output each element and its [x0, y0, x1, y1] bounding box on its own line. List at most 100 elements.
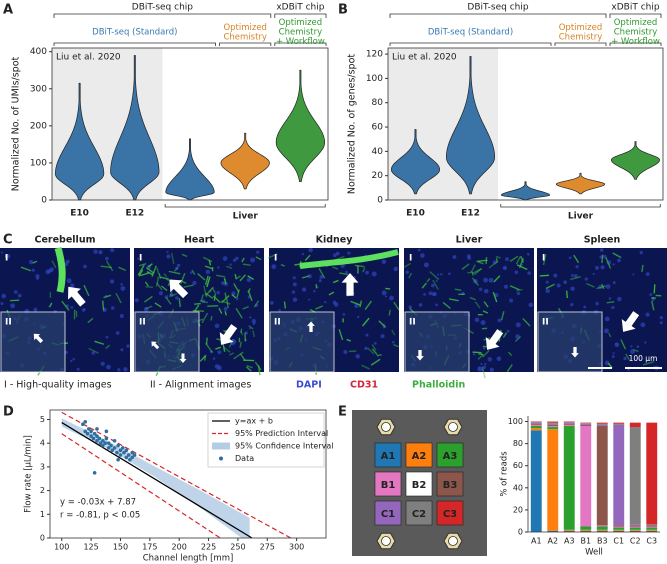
marker: I [542, 254, 545, 264]
bar-segment [530, 421, 542, 423]
nucleus [82, 308, 86, 311]
fiber [370, 358, 381, 366]
bar-segment [646, 526, 658, 528]
well [436, 500, 464, 526]
nucleus [472, 353, 476, 356]
legend-label: Data [235, 454, 254, 463]
bar-segment [613, 424, 625, 526]
nucleus [408, 305, 413, 309]
nucleus [106, 364, 111, 370]
fiber [509, 285, 520, 291]
fiber [241, 257, 245, 263]
x-tick-label: 275 [260, 543, 275, 552]
nucleus [484, 362, 487, 366]
fiber [294, 263, 301, 266]
fiber [539, 274, 550, 277]
arrow [169, 279, 189, 299]
well [436, 442, 464, 468]
fiber [612, 252, 622, 259]
x-tick-label: 300 [289, 543, 304, 552]
nucleus [292, 297, 298, 302]
bar-segment [580, 425, 592, 527]
fiber [252, 330, 256, 338]
inset [537, 311, 603, 373]
image-title: Spleen [584, 235, 621, 246]
nucleus [120, 286, 126, 291]
violin [110, 55, 160, 201]
scale-label: 100 μm [629, 354, 658, 363]
fiber [226, 265, 233, 269]
nucleus [249, 327, 252, 330]
fiber [432, 279, 439, 290]
fiber [224, 311, 228, 316]
bar-segment [580, 422, 592, 424]
nucleus [216, 290, 220, 295]
fiber [633, 348, 639, 353]
fiber [155, 276, 160, 287]
nucleus [120, 283, 123, 286]
nucleus [292, 276, 296, 280]
fiber [421, 282, 427, 289]
fiber [596, 285, 606, 290]
bar-segment [613, 530, 625, 532]
bar-segment [629, 529, 641, 531]
arrow [416, 350, 424, 361]
nucleus [563, 280, 568, 285]
y-tick-label: 0 [377, 196, 383, 206]
nucleus [166, 250, 169, 254]
data-point [116, 457, 120, 462]
header-label: DBiT-seq (Standard) [92, 28, 177, 38]
fiber [218, 307, 223, 314]
y-axis-label: Flow rate [μL/min] [24, 435, 34, 513]
fiber [332, 266, 339, 270]
violin [220, 132, 270, 190]
fiber [408, 272, 413, 279]
data-point [86, 427, 91, 431]
marker: II [139, 318, 146, 328]
nucleus [617, 258, 621, 263]
fiber [388, 309, 391, 316]
fiber [242, 263, 251, 266]
fiber [500, 311, 505, 321]
fiber [103, 294, 112, 299]
nucleus [119, 313, 124, 318]
fiber [144, 281, 149, 287]
vessel [54, 247, 66, 293]
fiber [146, 271, 154, 276]
x-tick-label: E10 [70, 209, 89, 219]
y-tick-label: 40 [513, 483, 523, 492]
nucleus [433, 292, 437, 296]
fiber [216, 274, 226, 278]
fiber [346, 338, 352, 342]
nucleus [612, 281, 616, 285]
fiber [154, 302, 162, 308]
y-tick-label: 4 [40, 439, 45, 448]
nucleus [645, 272, 650, 276]
nucleus [365, 270, 369, 275]
fiber [359, 300, 363, 308]
nucleus [0, 302, 4, 306]
nucleus [176, 263, 181, 268]
x-tick-label: E10 [406, 209, 425, 219]
data-point [130, 450, 135, 455]
fiber [565, 290, 569, 299]
inset [269, 311, 335, 373]
fiber [138, 269, 144, 277]
data-point [132, 453, 137, 457]
nucleus [612, 352, 615, 355]
chip-label: xDBiT chip [276, 3, 324, 13]
bar-segment [580, 423, 592, 425]
x-tick-label: C2 [630, 537, 641, 546]
well-label: A2 [412, 451, 427, 462]
panel-label: A [3, 3, 13, 18]
legend-swatch [219, 456, 223, 461]
nucleus [478, 287, 483, 291]
fiber [371, 344, 377, 351]
data-point [103, 441, 107, 445]
legend-label: 95% Confidence Interval [235, 442, 333, 451]
plot-area [61, 411, 292, 538]
nucleus [313, 290, 316, 293]
bar-segment [596, 425, 608, 526]
fiber [61, 300, 70, 311]
